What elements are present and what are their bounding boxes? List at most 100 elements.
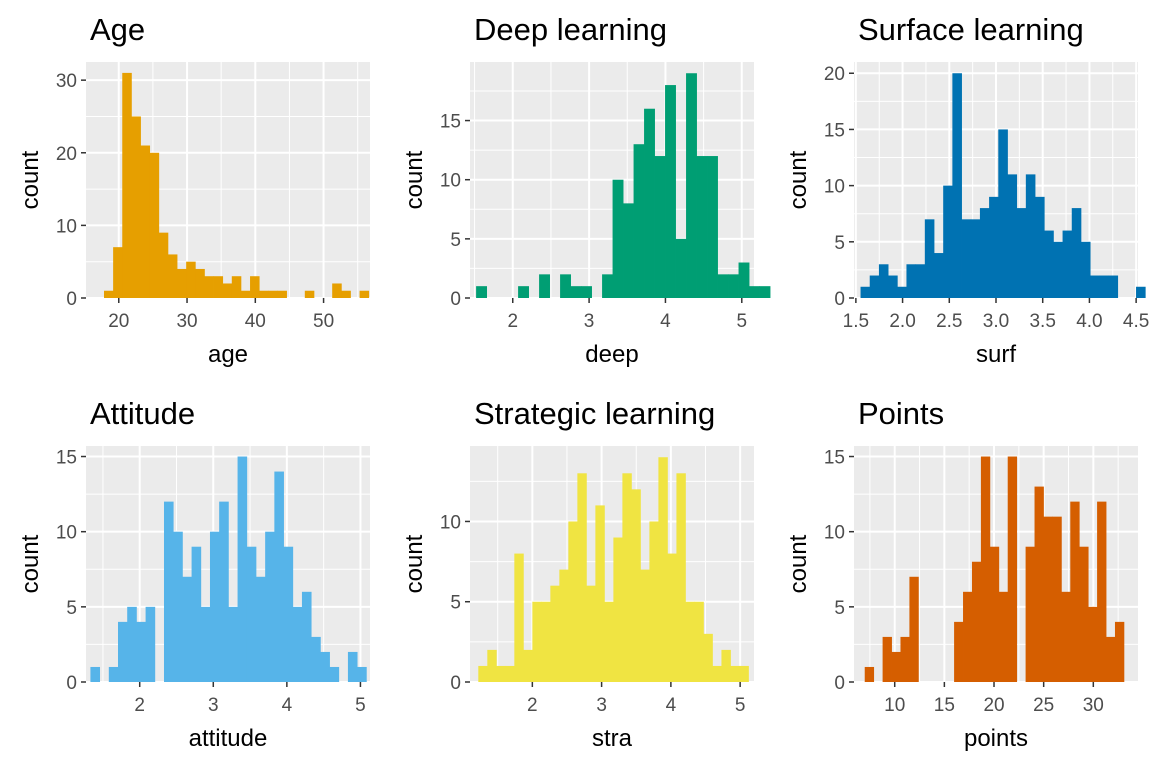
histogram-bar bbox=[523, 649, 533, 682]
histogram-bar bbox=[924, 219, 935, 298]
histogram-bar bbox=[906, 264, 917, 298]
histogram-bar bbox=[998, 591, 1009, 682]
histogram-bar bbox=[1035, 196, 1045, 298]
histogram-bar bbox=[989, 196, 999, 298]
histogram-bar bbox=[581, 286, 592, 298]
x-tick-label: 2 bbox=[134, 695, 145, 716]
x-tick-label: 3 bbox=[208, 695, 219, 716]
y-tick-label: 15 bbox=[824, 120, 845, 141]
histogram-bar bbox=[90, 666, 101, 682]
histogram-bar bbox=[1079, 546, 1089, 682]
histogram-bar bbox=[665, 85, 676, 298]
histogram-bar bbox=[329, 666, 340, 682]
x-tick-label: 2 bbox=[507, 311, 518, 332]
histogram-bar bbox=[604, 601, 614, 682]
histogram-bar bbox=[250, 276, 260, 298]
chart-title: Attitude bbox=[90, 396, 195, 431]
x-axis-label: deep bbox=[585, 341, 638, 368]
histogram-bar bbox=[311, 636, 321, 682]
histogram-bar bbox=[347, 651, 358, 682]
y-tick-label: 10 bbox=[824, 523, 845, 544]
x-tick-label: 10 bbox=[884, 695, 905, 716]
histogram-bar bbox=[703, 633, 713, 682]
histogram-bar bbox=[122, 72, 132, 299]
histogram-bar bbox=[505, 665, 515, 682]
histogram-bar bbox=[622, 473, 632, 682]
histogram-bar bbox=[1099, 275, 1109, 298]
histogram-bar bbox=[104, 290, 114, 298]
histogram-bar bbox=[640, 569, 650, 682]
y-axis-label: count bbox=[785, 534, 812, 593]
y-axis-label: count bbox=[17, 150, 44, 209]
histogram-bar bbox=[265, 531, 275, 682]
histogram-bar bbox=[1071, 208, 1082, 298]
histogram-stra: 2 3 4 5 0 5 10 stra count Strategic learning bbox=[401, 396, 754, 752]
histogram-bar bbox=[878, 264, 889, 298]
histogram-bar bbox=[934, 253, 944, 298]
histogram-bar bbox=[1007, 456, 1018, 682]
histogram-bar bbox=[602, 274, 613, 298]
histogram-bar bbox=[696, 156, 708, 298]
y-tick-label: 5 bbox=[66, 598, 77, 619]
histogram-bar bbox=[882, 636, 892, 682]
histogram-bar bbox=[1016, 208, 1027, 298]
histogram-bar bbox=[952, 73, 962, 298]
histogram-bar bbox=[140, 145, 151, 298]
histogram-bar bbox=[177, 268, 187, 298]
chart-panel-age: 20 30 40 50 0 10 20 30 age count Age bbox=[0, 0, 384, 384]
histogram-bar bbox=[357, 666, 367, 682]
histogram-bar bbox=[195, 268, 205, 298]
chart-title: Strategic learning bbox=[474, 396, 715, 431]
histogram-points: 10 15 20 25 30 0 5 10 15 points count Points bbox=[785, 396, 1138, 752]
y-tick-label: 5 bbox=[450, 230, 461, 251]
x-tick-label: 3.0 bbox=[983, 311, 1009, 332]
histogram-bar bbox=[487, 649, 497, 682]
histogram-bar bbox=[1061, 591, 1071, 682]
y-tick-label: 5 bbox=[834, 598, 845, 619]
x-tick-label: 5 bbox=[736, 311, 747, 332]
histogram-bar bbox=[191, 546, 202, 682]
histogram-bar bbox=[213, 276, 224, 298]
histogram-bar bbox=[739, 665, 749, 682]
chart-panel-deep: 2 3 4 5 0 5 10 15 deep count Deep learning bbox=[384, 0, 771, 384]
histogram-bar bbox=[586, 585, 596, 682]
histogram-bar bbox=[1062, 230, 1073, 298]
histogram-bar bbox=[869, 275, 880, 298]
histogram-bar bbox=[127, 606, 137, 682]
histogram-bar bbox=[182, 576, 192, 682]
histogram-bar bbox=[186, 261, 196, 298]
y-tick-label: 0 bbox=[66, 673, 77, 694]
histogram-bar bbox=[658, 457, 668, 682]
histogram-bar bbox=[478, 665, 488, 682]
histogram-bar bbox=[163, 501, 174, 682]
histogram-bar bbox=[550, 585, 560, 682]
histogram-bar bbox=[173, 531, 183, 682]
histogram-bar bbox=[654, 156, 666, 298]
histogram-bar bbox=[1070, 501, 1080, 682]
histogram-bar bbox=[864, 666, 875, 682]
y-tick-label: 20 bbox=[824, 64, 845, 85]
y-tick-label: 30 bbox=[56, 71, 77, 92]
histogram-bar bbox=[113, 247, 123, 298]
histogram-bar bbox=[539, 274, 550, 298]
x-tick-label: 2.0 bbox=[889, 311, 915, 332]
histogram-bar bbox=[1025, 174, 1036, 298]
histogram-bar bbox=[909, 576, 919, 682]
histogram-bar bbox=[136, 621, 146, 682]
histogram-bar bbox=[623, 203, 634, 298]
x-axis-label: points bbox=[964, 725, 1028, 752]
histogram-bar bbox=[496, 665, 506, 682]
y-axis-label: count bbox=[17, 534, 44, 593]
histogram-bar bbox=[259, 290, 269, 298]
x-axis-label: surf bbox=[976, 341, 1016, 368]
x-tick-label: 20 bbox=[983, 695, 1004, 716]
histogram-bar bbox=[209, 531, 220, 682]
histogram-bar bbox=[963, 591, 973, 682]
chart-title: Points bbox=[858, 396, 944, 431]
histogram-bar bbox=[204, 276, 214, 298]
histogram-bar bbox=[891, 651, 901, 682]
x-tick-label: 3 bbox=[584, 311, 595, 332]
y-tick-label: 10 bbox=[824, 177, 845, 198]
histogram-bar bbox=[560, 274, 571, 298]
histogram-deep: 2 3 4 5 0 5 10 15 deep count Deep learning bbox=[401, 12, 771, 368]
